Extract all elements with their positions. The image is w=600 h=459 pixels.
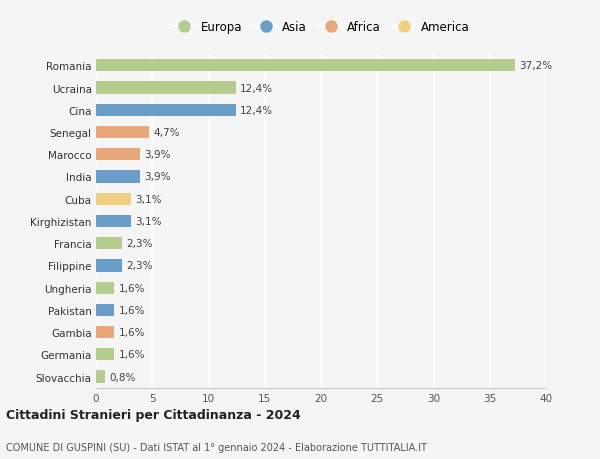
Text: Cittadini Stranieri per Cittadinanza - 2024: Cittadini Stranieri per Cittadinanza - 2… (6, 408, 301, 421)
Bar (96, 171, 140, 183)
Bar (96, 304, 114, 316)
Bar (96, 105, 235, 117)
Text: 3,1%: 3,1% (136, 194, 162, 204)
Bar (96, 193, 131, 205)
Text: 1,6%: 1,6% (119, 350, 145, 359)
Text: 2,3%: 2,3% (127, 239, 153, 249)
Bar (96, 127, 149, 139)
Bar (96, 371, 105, 383)
Text: 2,3%: 2,3% (127, 261, 153, 271)
Text: 3,9%: 3,9% (145, 150, 171, 160)
Text: 1,6%: 1,6% (119, 327, 145, 337)
Bar (96, 60, 515, 72)
Bar (96, 326, 114, 338)
Text: 12,4%: 12,4% (240, 84, 273, 93)
Bar (96, 238, 122, 250)
Bar (96, 215, 131, 228)
Text: 3,9%: 3,9% (145, 172, 171, 182)
Text: 1,6%: 1,6% (119, 283, 145, 293)
Text: 3,1%: 3,1% (136, 217, 162, 226)
Text: 12,4%: 12,4% (240, 106, 273, 116)
Text: 0,8%: 0,8% (110, 372, 136, 382)
Text: 37,2%: 37,2% (519, 61, 552, 71)
Text: 4,7%: 4,7% (154, 128, 180, 138)
Text: 1,6%: 1,6% (119, 305, 145, 315)
Legend: Europa, Asia, Africa, America: Europa, Asia, Africa, America (172, 21, 470, 34)
Bar (96, 260, 122, 272)
Bar (96, 348, 114, 361)
Bar (96, 149, 140, 161)
Bar (96, 282, 114, 294)
Text: COMUNE DI GUSPINI (SU) - Dati ISTAT al 1° gennaio 2024 - Elaborazione TUTTITALIA: COMUNE DI GUSPINI (SU) - Dati ISTAT al 1… (6, 442, 427, 452)
Bar (96, 82, 235, 95)
